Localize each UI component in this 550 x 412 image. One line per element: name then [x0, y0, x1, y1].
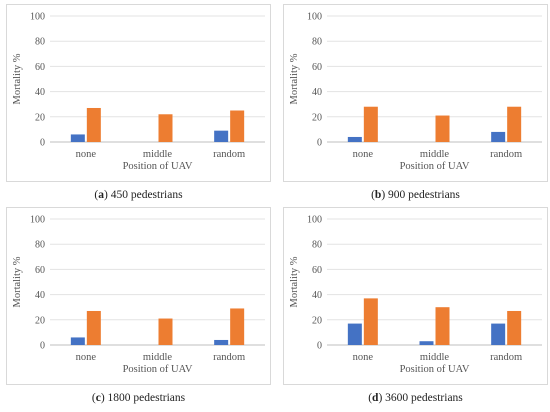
x-tick-label: random: [213, 352, 245, 363]
y-axis-title: Mortality %: [12, 53, 23, 104]
y-tick-label: 0: [40, 341, 45, 352]
x-axis-title: Position of UAV: [400, 364, 470, 375]
bar-middle-series-2: [158, 114, 173, 142]
bar-none-series-1: [347, 136, 362, 142]
y-tick-label: 100: [307, 12, 322, 23]
x-axis-title: Position of UAV: [400, 161, 470, 172]
caption-text: 3600 pedestrians: [385, 392, 463, 404]
y-tick-label: 0: [317, 341, 322, 352]
caption-paren: ): [381, 189, 389, 201]
y-tick-label: 20: [35, 315, 45, 326]
y-axis-title: Mortality %: [12, 256, 23, 307]
y-axis-title: Mortality %: [289, 256, 300, 307]
x-tick-label: none: [353, 149, 374, 160]
panel-caption: (d) 3600 pedestrians: [283, 392, 548, 404]
panel-caption: (a) 450 pedestrians: [6, 189, 271, 201]
caption-paren: ): [104, 189, 111, 201]
y-tick-label: 20: [312, 112, 322, 123]
bar-none-series-1: [70, 337, 85, 345]
bar-none-series-2: [86, 310, 101, 345]
y-tick-label: 100: [30, 215, 45, 226]
y-tick-label: 100: [30, 12, 45, 23]
x-tick-label: random: [213, 149, 245, 160]
caption-paren: (: [94, 189, 99, 201]
x-tick-label: none: [76, 352, 97, 363]
chart-panel-d: 0 20 40 60 80 100 none middle random Position of …: [283, 207, 548, 385]
bar-middle-series-2: [435, 115, 450, 142]
bar-none-series-1: [347, 323, 362, 345]
bar-middle-series-2: [158, 318, 173, 345]
panel-caption: (c) 1800 pedestrians: [6, 392, 271, 404]
y-tick-label: 40: [312, 290, 322, 301]
y-tick-label: 80: [35, 240, 45, 251]
caption-text: 1800 pedestrians: [107, 392, 186, 404]
y-tick-label: 60: [35, 265, 45, 276]
bar-random-series-1: [214, 130, 229, 142]
chart-svg: 0 20 40 60 80 100 none middle random Position of …: [289, 12, 542, 172]
x-tick-label: none: [353, 352, 374, 363]
x-axis-title: Position of UAV: [123, 364, 193, 375]
caption-paren: (: [371, 189, 375, 201]
bar-random-series-2: [230, 110, 245, 142]
bar-none-series-2: [363, 298, 378, 345]
y-tick-label: 20: [312, 315, 322, 326]
chart-panel-c: 0 20 40 60 80 100 none middle random Position of …: [6, 207, 271, 385]
chart-svg: 0 20 40 60 80 100 none middle random Position of …: [12, 12, 265, 172]
bar-random-series-2: [230, 308, 245, 345]
caption-letter: c: [95, 392, 101, 404]
caption-letter: b: [374, 189, 382, 201]
y-tick-label: 40: [35, 87, 45, 98]
bar-random-series-1: [491, 131, 506, 142]
y-tick-label: 60: [312, 265, 322, 276]
bar-none-series-2: [86, 107, 101, 142]
y-tick-label: 80: [312, 240, 322, 251]
y-axis-title: Mortality %: [289, 53, 300, 104]
caption-paren: ): [378, 392, 386, 404]
x-tick-label: middle: [420, 149, 450, 160]
bar-random-series-1: [491, 323, 506, 345]
caption-letter: d: [372, 392, 379, 404]
x-tick-label: middle: [143, 149, 173, 160]
y-tick-label: 100: [307, 215, 322, 226]
x-axis-title: Position of UAV: [123, 161, 193, 172]
x-tick-label: none: [76, 149, 97, 160]
bar-none-series-2: [363, 106, 378, 142]
bar-random-series-2: [507, 310, 522, 345]
x-tick-label: random: [490, 149, 522, 160]
bar-middle-series-2: [435, 307, 450, 345]
bar-none-series-1: [70, 134, 85, 142]
bar-random-series-2: [507, 106, 522, 142]
y-tick-label: 80: [312, 37, 322, 48]
x-tick-label: middle: [143, 352, 173, 363]
chart-svg: 0 20 40 60 80 100 none middle random Position of …: [12, 215, 265, 375]
bar-middle-series-1: [419, 341, 434, 345]
chart-panel-b: 0 20 40 60 80 100 none middle random Position of …: [283, 4, 548, 182]
y-tick-label: 20: [35, 112, 45, 123]
chart-svg: 0 20 40 60 80 100 none middle random Position of …: [289, 215, 542, 375]
caption-text: 900 pedestrians: [388, 189, 460, 201]
y-tick-label: 0: [317, 138, 322, 149]
x-tick-label: middle: [420, 352, 450, 363]
caption-text: 450 pedestrians: [110, 189, 183, 201]
bar-random-series-1: [214, 339, 229, 345]
y-tick-label: 60: [312, 62, 322, 73]
y-tick-label: 80: [35, 37, 45, 48]
y-tick-label: 60: [35, 62, 45, 73]
y-tick-label: 0: [40, 138, 45, 149]
caption-paren: (: [91, 392, 96, 404]
x-tick-label: random: [490, 352, 522, 363]
chart-panel-a: 0 20 40 60 80 100 none middle random Position of …: [6, 4, 271, 182]
y-tick-label: 40: [312, 87, 322, 98]
caption-paren: ): [100, 392, 108, 404]
caption-letter: a: [98, 189, 104, 201]
panel-caption: (b) 900 pedestrians: [283, 189, 548, 201]
y-tick-label: 40: [35, 290, 45, 301]
caption-paren: (: [368, 392, 373, 404]
